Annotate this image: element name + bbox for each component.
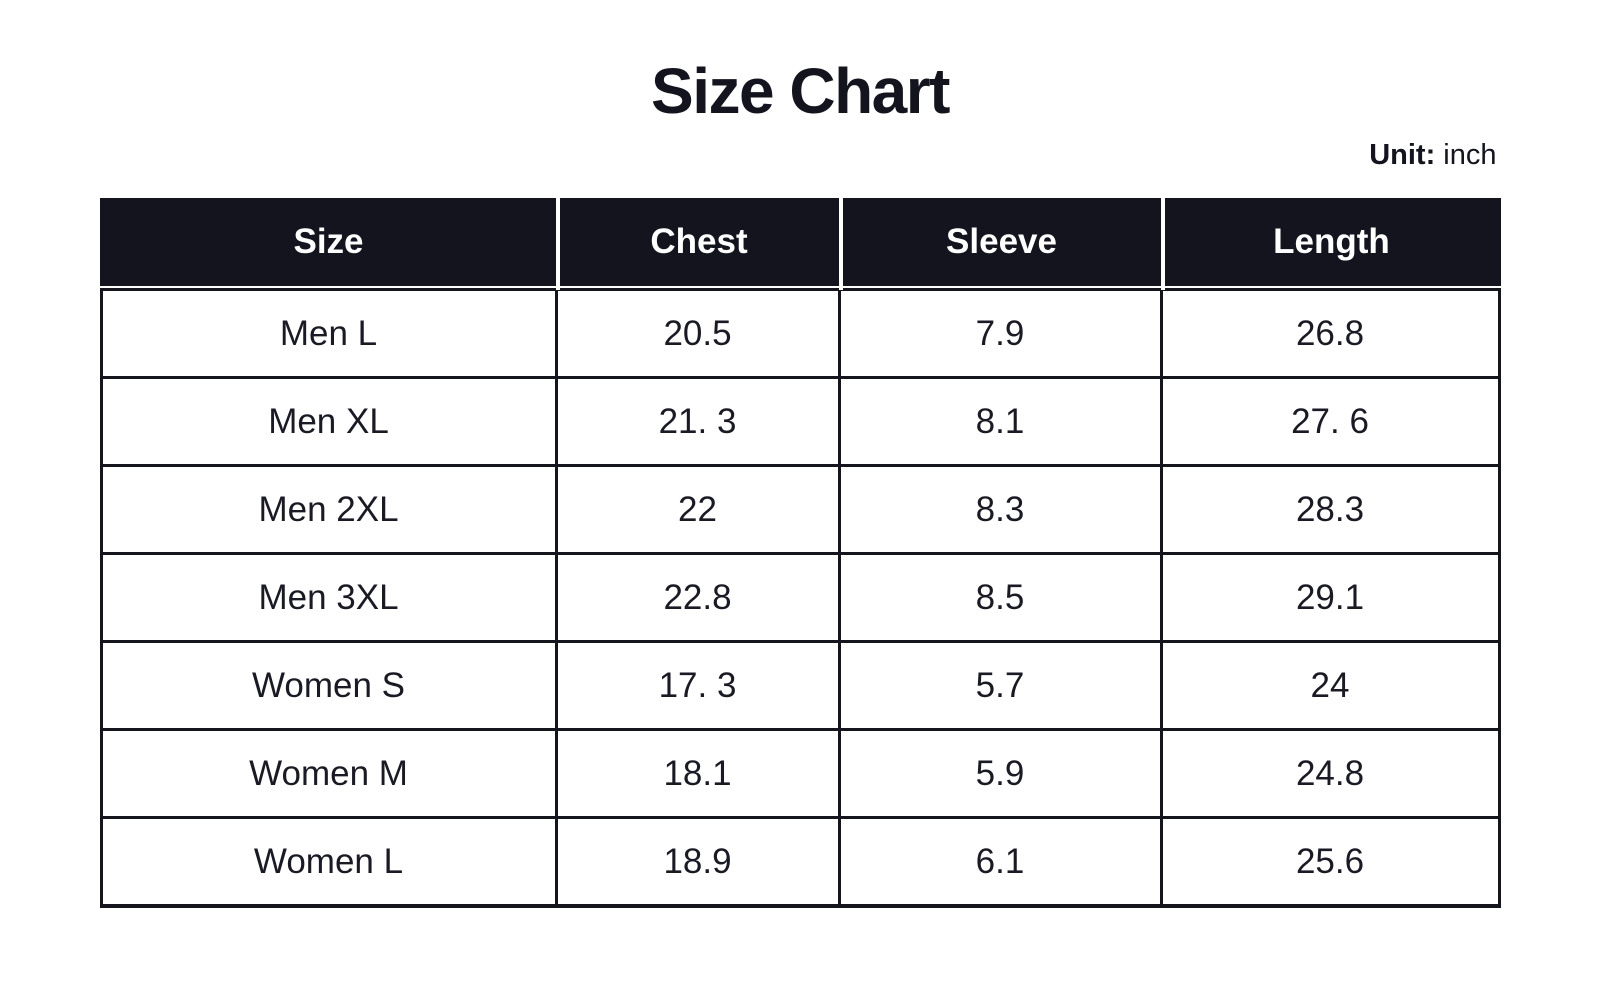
table-row: Men 3XL 22.8 8.5 29.1 bbox=[99, 555, 1501, 644]
table-row: Women S 17. 3 5.7 24 bbox=[99, 643, 1501, 732]
page-title: Size Chart bbox=[651, 55, 950, 127]
chest-cell: 21. 3 bbox=[557, 379, 841, 468]
unit-label: Unit: bbox=[1369, 139, 1436, 172]
size-chart-page: Size Chart Unit: inch Size Chest Sleeve … bbox=[99, 0, 1501, 909]
length-cell: 25.6 bbox=[1162, 819, 1501, 909]
table-body: Men L 20.5 7.9 26.8 Men XL 21. 3 8.1 27.… bbox=[99, 288, 1501, 909]
size-cell: Men XL bbox=[99, 379, 558, 468]
sleeve-cell: 8.3 bbox=[840, 467, 1163, 556]
table-row: Men 2XL 22 8.3 28.3 bbox=[99, 467, 1501, 556]
unit-line: Unit: inch bbox=[100, 139, 1501, 172]
size-cell: Women S bbox=[99, 643, 558, 732]
chest-cell: 18.1 bbox=[557, 731, 841, 820]
size-cell: Women M bbox=[99, 731, 558, 820]
sleeve-cell: 8.1 bbox=[840, 379, 1163, 468]
length-cell: 28.3 bbox=[1162, 467, 1501, 556]
table-row: Men L 20.5 7.9 26.8 bbox=[99, 288, 1501, 380]
size-cell: Men 2XL bbox=[99, 467, 558, 556]
table-row: Women L 18.9 6.1 25.6 bbox=[99, 819, 1501, 909]
column-header-size: Size bbox=[99, 198, 558, 289]
chest-cell: 22 bbox=[557, 467, 841, 556]
chest-cell: 18.9 bbox=[557, 819, 841, 909]
column-header-length: Length bbox=[1160, 190, 1501, 291]
sleeve-cell: 5.7 bbox=[840, 643, 1163, 732]
length-cell: 29.1 bbox=[1162, 555, 1501, 644]
chest-cell: 22.8 bbox=[557, 555, 841, 644]
sleeve-cell: 6.1 bbox=[840, 819, 1163, 909]
unit-value: inch bbox=[1443, 139, 1497, 172]
size-cell: Women L bbox=[99, 819, 558, 909]
length-cell: 27. 6 bbox=[1162, 379, 1501, 468]
header-row: Size Chest Sleeve Length bbox=[99, 190, 1501, 291]
table-row: Men XL 21. 3 8.1 27. 6 bbox=[99, 379, 1501, 468]
size-chart-table: Size Chest Sleeve Length Men L 20.5 7.9 … bbox=[99, 190, 1501, 909]
size-cell: Men L bbox=[99, 288, 558, 380]
chest-cell: 20.5 bbox=[557, 288, 841, 380]
size-cell: Men 3XL bbox=[99, 555, 558, 644]
sleeve-cell: 7.9 bbox=[840, 288, 1163, 380]
column-header-sleeve: Sleeve bbox=[838, 190, 1163, 291]
length-cell: 24.8 bbox=[1162, 731, 1501, 820]
table-header: Size Chest Sleeve Length bbox=[99, 190, 1501, 291]
length-cell: 26.8 bbox=[1162, 288, 1501, 380]
sleeve-cell: 8.5 bbox=[840, 555, 1163, 644]
column-header-chest: Chest bbox=[555, 190, 841, 291]
sleeve-cell: 5.9 bbox=[840, 731, 1163, 820]
chest-cell: 17. 3 bbox=[557, 643, 841, 732]
length-cell: 24 bbox=[1162, 643, 1501, 732]
table-row: Women M 18.1 5.9 24.8 bbox=[99, 731, 1501, 820]
